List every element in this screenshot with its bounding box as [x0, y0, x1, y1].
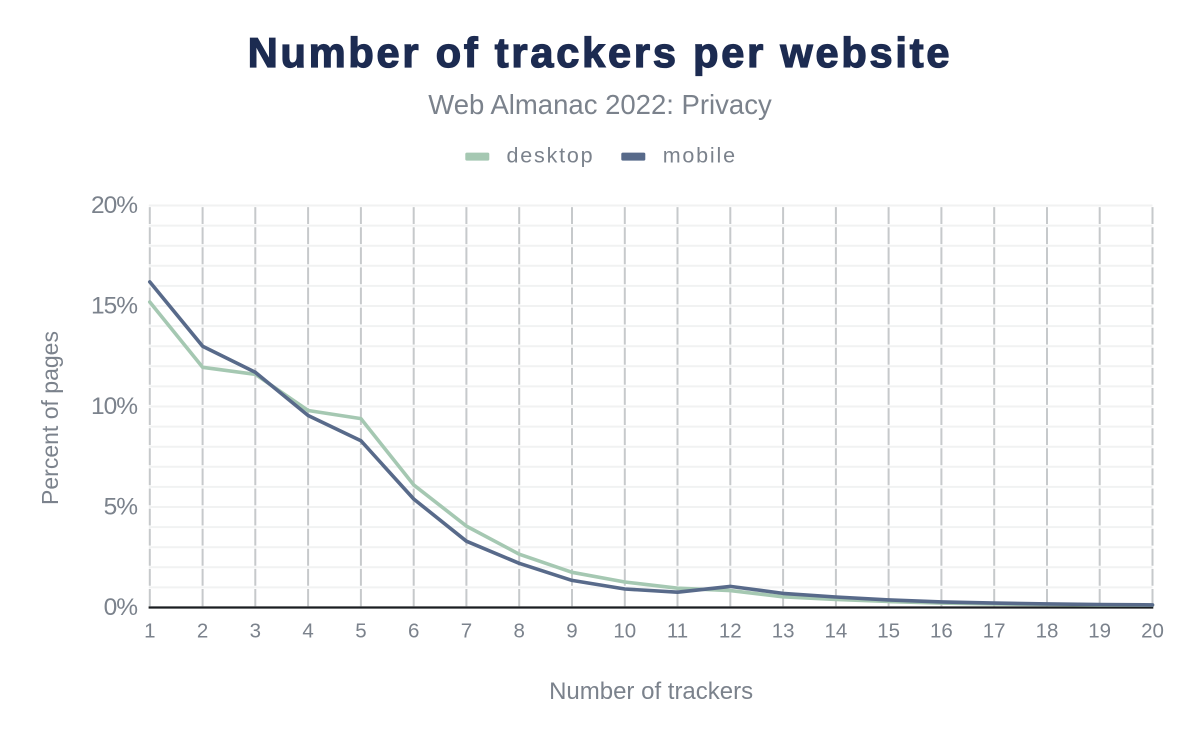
svg-text:20: 20: [1141, 620, 1164, 643]
svg-text:2: 2: [197, 620, 208, 643]
svg-text:5%: 5%: [104, 494, 138, 521]
svg-text:8: 8: [513, 620, 524, 643]
svg-text:desktop: desktop: [507, 144, 595, 168]
svg-text:14: 14: [824, 620, 847, 643]
svg-text:11: 11: [667, 620, 688, 643]
svg-text:16: 16: [930, 620, 953, 643]
svg-text:19: 19: [1088, 620, 1111, 643]
svg-text:9: 9: [566, 620, 577, 643]
svg-text:0%: 0%: [104, 594, 138, 621]
svg-text:10: 10: [613, 620, 636, 643]
svg-text:6: 6: [408, 620, 419, 643]
svg-text:13: 13: [772, 620, 795, 643]
svg-text:Web Almanac 2022: Privacy: Web Almanac 2022: Privacy: [428, 89, 772, 120]
svg-text:Percent of pages: Percent of pages: [37, 331, 63, 505]
svg-text:12: 12: [719, 620, 742, 643]
svg-text:Number of trackers: Number of trackers: [549, 678, 753, 705]
svg-text:Number of trackers per website: Number of trackers per website: [248, 29, 952, 76]
svg-text:mobile: mobile: [663, 144, 737, 168]
svg-text:3: 3: [250, 620, 261, 643]
svg-text:18: 18: [1036, 620, 1059, 643]
svg-text:15: 15: [877, 620, 900, 643]
svg-text:15%: 15%: [91, 293, 137, 320]
svg-text:7: 7: [461, 620, 472, 643]
svg-text:20%: 20%: [91, 192, 137, 219]
svg-text:5: 5: [355, 620, 366, 643]
svg-text:1: 1: [144, 620, 155, 643]
svg-text:10%: 10%: [91, 393, 137, 420]
svg-text:17: 17: [983, 620, 1006, 643]
svg-text:4: 4: [302, 620, 313, 643]
